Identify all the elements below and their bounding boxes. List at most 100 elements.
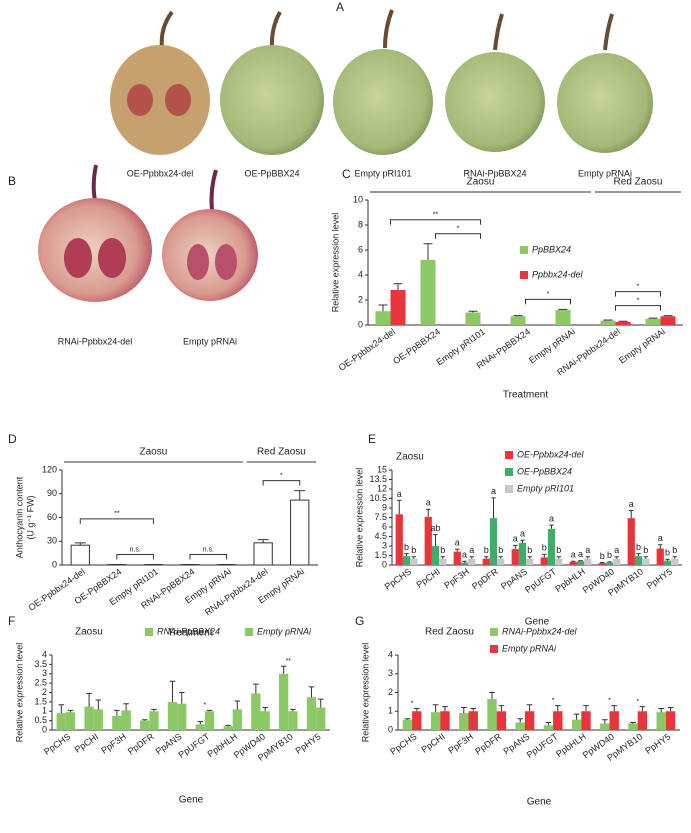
significance-letter: a bbox=[513, 534, 518, 544]
significance-letter: ab bbox=[430, 523, 440, 533]
x-axis-label: Gene bbox=[527, 797, 552, 808]
bar bbox=[459, 713, 469, 730]
bar bbox=[112, 715, 122, 730]
legend-label: RNAi-Ppbbx24-del bbox=[502, 626, 578, 636]
y-tick-label: 6 bbox=[358, 244, 363, 254]
legend-swatch bbox=[490, 628, 498, 636]
error-bar bbox=[206, 709, 213, 712]
bar bbox=[253, 542, 273, 566]
bar bbox=[223, 726, 233, 730]
significance-letter: b bbox=[672, 545, 677, 555]
y-tick-label: 0 bbox=[382, 559, 387, 569]
photo-label: RNAi-PpBBX24 bbox=[463, 168, 526, 178]
bar bbox=[515, 722, 525, 730]
significance-letter: a bbox=[462, 550, 467, 560]
bar bbox=[547, 528, 556, 565]
x-axis-label: Treatment bbox=[167, 628, 212, 639]
error-bar bbox=[629, 510, 634, 519]
bar bbox=[627, 518, 635, 565]
bar bbox=[430, 712, 441, 730]
error-bar bbox=[648, 317, 658, 319]
bar bbox=[663, 560, 672, 565]
y-tick-label: 13.5 bbox=[369, 474, 387, 484]
bar bbox=[524, 711, 535, 730]
error-bar bbox=[554, 705, 561, 712]
error-bar bbox=[636, 553, 641, 557]
error-bar bbox=[526, 704, 533, 712]
error-bar bbox=[141, 719, 148, 721]
x-tick-label: PpDFR bbox=[126, 731, 156, 756]
bar bbox=[465, 312, 481, 325]
bar bbox=[576, 561, 585, 565]
bar bbox=[489, 518, 498, 565]
error-bar bbox=[262, 707, 268, 712]
bar bbox=[279, 673, 289, 730]
error-bar bbox=[413, 707, 420, 712]
bar bbox=[412, 711, 422, 730]
annotation: ** bbox=[286, 658, 292, 665]
y-tick-label: 0.5 bbox=[34, 715, 47, 725]
legend-swatch bbox=[520, 246, 528, 254]
bar bbox=[518, 542, 527, 565]
bar bbox=[65, 712, 76, 730]
error-bar bbox=[470, 707, 477, 712]
x-tick-label: PpHY5 bbox=[645, 566, 674, 591]
y-tick-label: 2 bbox=[358, 294, 363, 304]
error-bar bbox=[542, 553, 547, 558]
legend-label: Empty pRNAi bbox=[502, 643, 557, 653]
panel-letter: F bbox=[8, 614, 15, 628]
significance-letter: a bbox=[491, 486, 496, 496]
error-bar bbox=[513, 315, 523, 317]
panel-letter: D bbox=[8, 432, 17, 446]
significance-letter: a bbox=[549, 513, 554, 523]
bar bbox=[510, 316, 526, 325]
error-bar bbox=[618, 320, 628, 322]
bar bbox=[402, 556, 411, 565]
y-axis-label: (U g⁻¹ FW) bbox=[25, 495, 35, 539]
error-bar bbox=[643, 556, 648, 559]
significance-letter: b bbox=[607, 550, 612, 560]
y-axis-label: Relative expression level bbox=[360, 643, 370, 743]
bracket bbox=[116, 553, 154, 560]
photo-label: OE-Ppbbx24-del bbox=[127, 168, 194, 178]
y-tick-label: 1 bbox=[42, 706, 47, 716]
y-tick-label: 2 bbox=[388, 687, 393, 697]
y-tick-label: 2.5 bbox=[34, 678, 47, 688]
pear-photos-a bbox=[110, 9, 653, 155]
error-bar bbox=[404, 553, 409, 557]
bar bbox=[605, 562, 614, 565]
bar bbox=[571, 719, 582, 730]
error-bar bbox=[378, 304, 388, 312]
bar bbox=[402, 719, 413, 730]
error-bar bbox=[423, 243, 433, 260]
y-tick-label: 4 bbox=[388, 649, 393, 659]
photo-label: OE-PpBBX24 bbox=[244, 168, 299, 178]
legend-swatch bbox=[520, 271, 528, 279]
error-bar bbox=[178, 692, 185, 704]
bar bbox=[482, 558, 490, 565]
bar bbox=[642, 558, 650, 565]
x-tick-label: PpF3H bbox=[99, 731, 128, 755]
x-tick-label: PpUFGT bbox=[523, 566, 558, 595]
error-bar bbox=[67, 709, 74, 713]
x-tick-label: PpDFR bbox=[473, 731, 503, 756]
bar bbox=[290, 499, 310, 566]
significance-letter: b bbox=[498, 545, 503, 555]
annotation: * bbox=[411, 700, 414, 707]
bar bbox=[395, 514, 403, 565]
error-bar bbox=[601, 719, 608, 724]
x-tick-label: PpDFR bbox=[470, 566, 500, 591]
significance-letter: a bbox=[426, 498, 431, 508]
x-axis-label: Gene bbox=[179, 795, 204, 806]
bracket-label: n.s. bbox=[203, 546, 214, 553]
error-bar bbox=[571, 560, 576, 562]
bar bbox=[232, 709, 242, 730]
significance-letter: b bbox=[600, 551, 605, 561]
annotation: * bbox=[636, 698, 639, 705]
bar bbox=[645, 318, 661, 325]
bar bbox=[496, 711, 507, 730]
y-tick-label: 60 bbox=[47, 512, 57, 522]
y-tick-label: 3 bbox=[388, 668, 393, 678]
annotation: * bbox=[608, 697, 611, 704]
bar bbox=[453, 551, 461, 565]
